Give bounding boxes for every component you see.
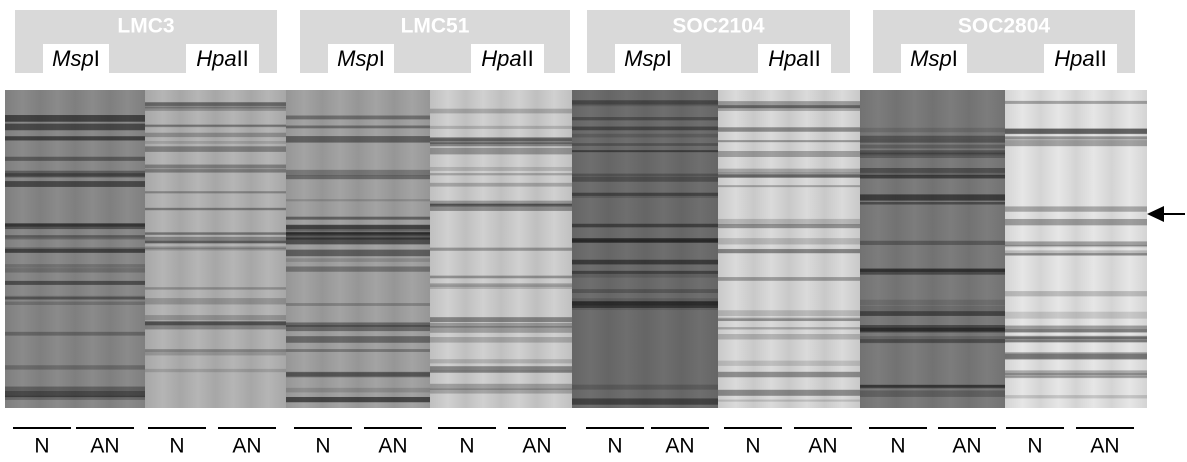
gel-lane (753, 90, 789, 408)
enzyme-italic: Msp (52, 46, 94, 71)
lane-label: N (607, 435, 622, 457)
lane-label: N (459, 435, 474, 457)
enzyme-suffix: II (809, 46, 821, 71)
gel-lane (430, 90, 466, 408)
gel-image (5, 90, 1147, 408)
gel-lane (681, 90, 718, 408)
enzyme-suffix: I (952, 46, 958, 71)
lane-label: N (169, 435, 184, 457)
gel-lane (5, 90, 40, 408)
enzyme-italic: Hpa (196, 46, 236, 71)
lane-label: AN (522, 435, 551, 457)
lane-label: AN (665, 435, 694, 457)
gel-lane (932, 90, 969, 408)
enzyme-label: HpaII (768, 46, 821, 71)
lane-label: AN (1090, 435, 1119, 457)
enzyme-label: MspI (624, 46, 672, 71)
enzyme-box (758, 44, 831, 74)
enzyme-italic: Hpa (1054, 46, 1094, 71)
enzyme-box (186, 44, 259, 74)
gel-lane (1040, 90, 1076, 408)
gel-lane (1111, 90, 1147, 408)
lane-label: N (315, 435, 330, 457)
gel-lane (824, 90, 860, 408)
enzyme-box (471, 44, 544, 74)
gel-lane (215, 90, 251, 408)
gel-lane (40, 90, 75, 408)
enzyme-italic: Msp (337, 46, 379, 71)
enzyme-label: MspI (910, 46, 958, 71)
lane-labels: N AN N AN N AN N AN N AN N AN N AN N AN (13, 427, 1134, 458)
gel-lane (645, 90, 682, 408)
enzyme-box (43, 44, 109, 74)
group-name: LMC3 (117, 15, 174, 38)
enzyme-italic: Hpa (481, 46, 521, 71)
gel-lane (145, 90, 181, 408)
gel-lane (608, 90, 645, 408)
gel-lane (789, 90, 825, 408)
enzyme-suffix: I (379, 46, 385, 71)
enzyme-box (615, 44, 681, 74)
gel-lane (968, 90, 1005, 408)
enzyme-box (328, 44, 394, 74)
gel-lane (1076, 90, 1112, 408)
gel-lane (536, 90, 572, 408)
lane-label: AN (232, 435, 261, 457)
gel-lane (180, 90, 216, 408)
lane-label: AN (90, 435, 119, 457)
gel-lane (860, 90, 897, 408)
gel-lane (110, 90, 145, 408)
gel-lane (896, 90, 933, 408)
enzyme-label: MspI (52, 46, 100, 71)
gel-lane (250, 90, 286, 408)
lane-label: N (34, 435, 49, 457)
gel-lane (1005, 90, 1041, 408)
enzyme-suffix: II (1095, 46, 1107, 71)
gel-lane (394, 90, 430, 408)
gel-lane (75, 90, 110, 408)
gel-lane (718, 90, 754, 408)
enzyme-italic: Msp (624, 46, 666, 71)
enzyme-box (901, 44, 967, 74)
lane-label: AN (378, 435, 407, 457)
enzyme-suffix: II (522, 46, 534, 71)
lane-label: AN (808, 435, 837, 457)
arrow (1147, 206, 1185, 222)
gel-lane (322, 90, 358, 408)
enzyme-box (1044, 44, 1117, 74)
enzyme-italic: Hpa (768, 46, 808, 71)
lane-label: AN (952, 435, 981, 457)
group-name: SOC2104 (672, 15, 765, 38)
enzyme-suffix: I (666, 46, 672, 71)
gel-lane (286, 90, 322, 408)
gel-lane (465, 90, 501, 408)
enzyme-label: HpaII (481, 46, 534, 71)
group-name: SOC2804 (958, 15, 1051, 38)
gel-lane (501, 90, 537, 408)
enzyme-suffix: II (237, 46, 249, 71)
enzyme-suffix: I (94, 46, 100, 71)
gel-lane (572, 90, 609, 408)
group-name: LMC51 (401, 15, 470, 38)
lane-label: N (890, 435, 905, 457)
enzyme-italic: Msp (910, 46, 952, 71)
gel-lane (358, 90, 394, 408)
enzyme-label: MspI (337, 46, 385, 71)
enzyme-label: HpaII (1054, 46, 1107, 71)
lane-label: N (745, 435, 760, 457)
lane-label: N (1027, 435, 1042, 457)
enzyme-label: HpaII (196, 46, 249, 71)
